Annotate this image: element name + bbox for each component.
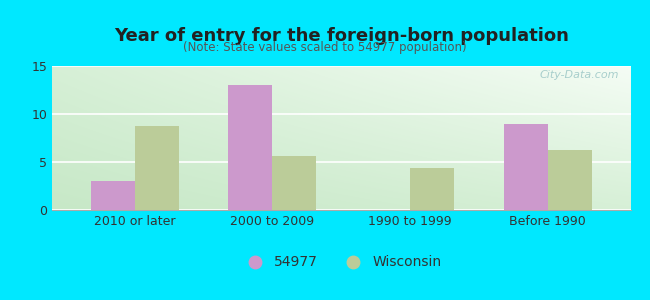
Bar bbox=[504, 124, 548, 210]
Text: (Note: State values scaled to 54977 population): (Note: State values scaled to 54977 popu… bbox=[183, 40, 467, 53]
Bar bbox=[548, 151, 592, 210]
Bar bbox=[272, 156, 317, 210]
Bar bbox=[228, 85, 272, 210]
Bar bbox=[90, 181, 135, 210]
Bar bbox=[410, 168, 454, 210]
Legend: 54977, Wisconsin: 54977, Wisconsin bbox=[235, 250, 447, 275]
Title: Year of entry for the foreign-born population: Year of entry for the foreign-born popul… bbox=[114, 27, 569, 45]
Bar bbox=[135, 127, 179, 210]
Text: City-Data.com: City-Data.com bbox=[540, 70, 619, 80]
